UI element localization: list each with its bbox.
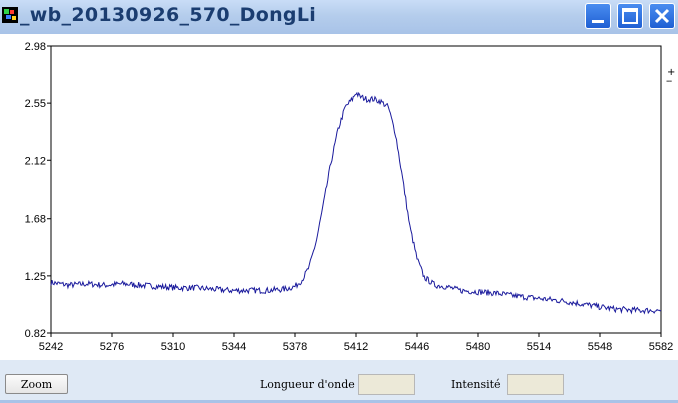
x-tick-label: 5310 xyxy=(161,341,185,353)
x-tick-label: 5514 xyxy=(527,341,551,353)
wavelength-field[interactable] xyxy=(358,374,415,395)
x-tick-label: 5446 xyxy=(405,341,429,353)
plot-frame xyxy=(50,45,662,334)
spectrum-plot-area[interactable]: 2.98 2.55 2.12 1.68 1.25 0.82 5242 5276 5310 534… xyxy=(0,34,678,360)
intensity-label: Intensité xyxy=(451,378,501,391)
y-tick-label: 2.12 xyxy=(25,155,46,167)
x-tick-label: 5276 xyxy=(100,341,124,353)
close-button[interactable] xyxy=(649,3,675,29)
minimize-icon xyxy=(592,20,604,23)
x-tick-label: 5412 xyxy=(344,341,368,353)
x-tick-label: 5242 xyxy=(39,341,63,353)
x-tick-label: 5480 xyxy=(466,341,490,353)
window-title: _wb_20130926_570_DongLi xyxy=(20,4,317,26)
y-tick-label: 1.25 xyxy=(25,271,46,283)
wavelength-label: Longueur d'onde xyxy=(260,378,355,391)
maximize-button[interactable] xyxy=(617,3,643,29)
x-tick-label: 5344 xyxy=(222,341,246,353)
bottom-toolbar: Zoom Longueur d'onde Intensité xyxy=(0,360,678,403)
x-tick-label: 5548 xyxy=(588,341,612,353)
x-tick-label: 5378 xyxy=(283,341,307,353)
spectrum-chart[interactable]: 2.98 2.55 2.12 1.68 1.25 0.82 5242 5276 5310 534… xyxy=(0,34,678,360)
corner-dash-marker: -- xyxy=(666,76,672,87)
y-tick-label: 2.55 xyxy=(25,98,46,110)
title-bar: _wb_20130926_570_DongLi xyxy=(0,0,678,34)
window-bottom-border xyxy=(0,400,678,403)
x-axis: 5242 5276 5310 5344 5378 5412 5446 5480 5514 5548… xyxy=(39,333,673,353)
y-axis: 2.98 2.55 2.12 1.68 1.25 0.82 xyxy=(25,41,51,340)
x-tick-label: 5582 xyxy=(649,341,673,353)
zoom-button[interactable]: Zoom xyxy=(5,374,68,394)
close-icon xyxy=(654,8,670,24)
intensity-field[interactable] xyxy=(507,374,564,395)
spectrum-line xyxy=(50,91,662,315)
y-tick-label: 2.98 xyxy=(25,41,46,53)
minimize-button[interactable] xyxy=(585,3,611,29)
corner-plus-marker: + xyxy=(667,67,676,78)
y-tick-label: 1.68 xyxy=(25,214,46,226)
y-tick-label: 0.82 xyxy=(25,328,46,340)
app-logo-icon[interactable] xyxy=(2,7,18,23)
maximize-icon xyxy=(622,8,638,24)
